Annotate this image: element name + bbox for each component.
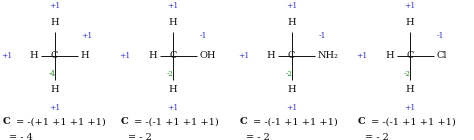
Text: -1: -1 xyxy=(437,32,445,40)
Text: = - 2: = - 2 xyxy=(128,133,151,140)
Text: H: H xyxy=(81,52,89,60)
Text: C: C xyxy=(51,52,58,60)
Text: = - 4: = - 4 xyxy=(9,133,33,140)
Text: +1: +1 xyxy=(167,104,179,112)
Text: H: H xyxy=(50,18,59,27)
Text: C: C xyxy=(121,117,128,126)
Text: NH₂: NH₂ xyxy=(318,52,338,60)
Text: H: H xyxy=(267,52,275,60)
Text: = - 2: = - 2 xyxy=(365,133,388,140)
Text: -4: -4 xyxy=(48,70,55,78)
Text: +1: +1 xyxy=(119,52,131,60)
Text: = -(+1 +1 +1 +1): = -(+1 +1 +1 +1) xyxy=(13,117,106,126)
Text: = -(-1 +1 +1 +1): = -(-1 +1 +1 +1) xyxy=(368,117,456,126)
Text: +1: +1 xyxy=(286,104,297,112)
Text: +1: +1 xyxy=(404,2,416,10)
Text: +1: +1 xyxy=(167,2,179,10)
Text: H: H xyxy=(30,52,38,60)
Text: -2: -2 xyxy=(167,70,173,78)
Text: C: C xyxy=(169,52,177,60)
Text: = - 2: = - 2 xyxy=(246,133,270,140)
Text: C: C xyxy=(358,117,365,126)
Text: +1: +1 xyxy=(356,52,368,60)
Text: +1: +1 xyxy=(286,2,297,10)
Text: +1: +1 xyxy=(1,52,12,60)
Text: -1: -1 xyxy=(319,32,326,40)
Text: +1: +1 xyxy=(238,52,249,60)
Text: OH: OH xyxy=(199,52,216,60)
Text: C: C xyxy=(406,52,414,60)
Text: H: H xyxy=(406,85,414,94)
Text: H: H xyxy=(148,52,157,60)
Text: = -(-1 +1 +1 +1): = -(-1 +1 +1 +1) xyxy=(250,117,337,126)
Text: -2: -2 xyxy=(285,70,292,78)
Text: -2: -2 xyxy=(404,70,410,78)
Text: +1: +1 xyxy=(49,104,60,112)
Text: C: C xyxy=(288,52,295,60)
Text: Cl: Cl xyxy=(436,52,447,60)
Text: = -(-1 +1 +1 +1): = -(-1 +1 +1 +1) xyxy=(131,117,219,126)
Text: H: H xyxy=(406,18,414,27)
Text: +1: +1 xyxy=(82,32,93,40)
Text: C: C xyxy=(2,117,10,126)
Text: -1: -1 xyxy=(200,32,208,40)
Text: H: H xyxy=(287,18,296,27)
Text: H: H xyxy=(385,52,394,60)
Text: H: H xyxy=(169,85,177,94)
Text: H: H xyxy=(287,85,296,94)
Text: H: H xyxy=(50,85,59,94)
Text: H: H xyxy=(169,18,177,27)
Text: C: C xyxy=(239,117,247,126)
Text: +1: +1 xyxy=(404,104,416,112)
Text: +1: +1 xyxy=(49,2,60,10)
